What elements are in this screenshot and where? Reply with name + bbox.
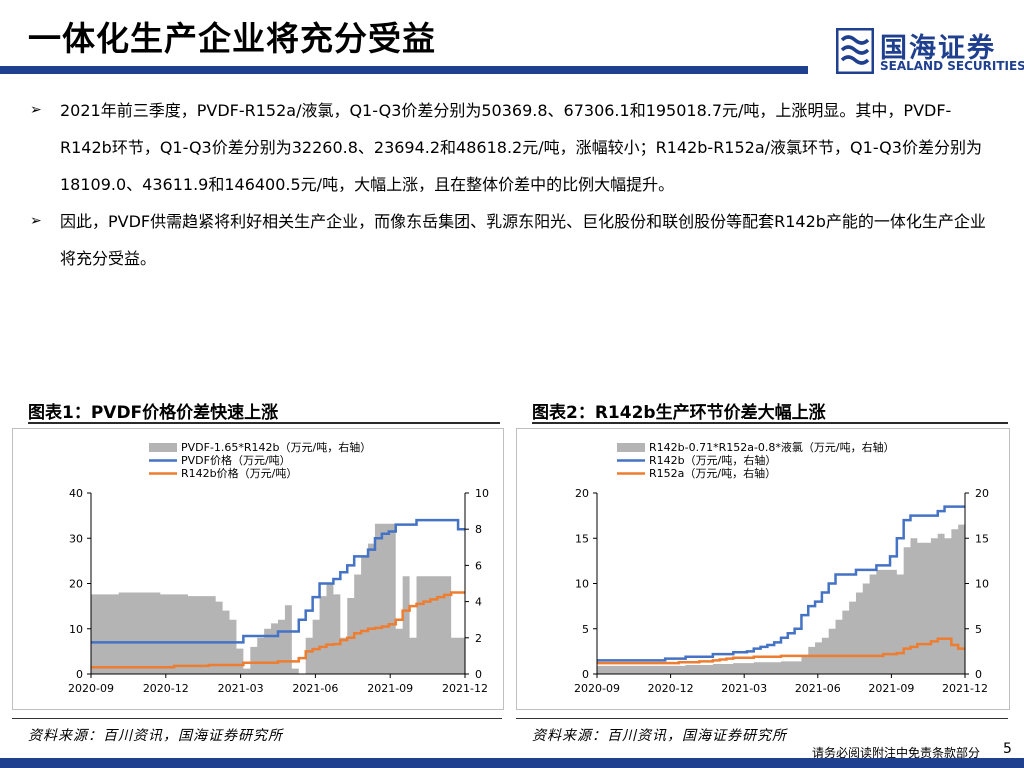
bullet-item: ➢ 2021年前三季度，PVDF-R152a/液氯，Q1-Q3价差分别为5036…: [30, 92, 990, 203]
x-tick-label: 2020-09: [574, 682, 620, 695]
chart2-svg: R142b-0.71*R152a-0.8*液氯（万元/吨，右轴）R142b（万元…: [574, 440, 989, 695]
x-tick-label: 2021-12: [442, 682, 488, 695]
chart2-container: R142b-0.71*R152a-0.8*液氯（万元/吨，右轴） R142b（万元…: [516, 428, 1010, 710]
chart2-source: 资料来源：百川资讯，国海证券研究所: [532, 728, 787, 744]
legend-label: R142b-0.71*R152a-0.8*液氯（万元/吨，右轴）: [649, 440, 895, 454]
disclaimer-text: 请务必阅读附注中免责条款部分: [812, 746, 981, 760]
y2-tick-label: 6: [475, 559, 482, 572]
chart1-source: 资料来源：百川资讯，国海证券研究所: [28, 728, 283, 744]
x-tick-label: 2021-06: [795, 682, 841, 695]
chart1-container: PVDF-1.65*R142b（万元/吨，右轴） PVDF价格（万元/吨） R142…: [12, 428, 504, 710]
y-tick-label: 40: [69, 487, 83, 500]
y2-tick-label: 15: [975, 532, 989, 545]
chart1-title-rule: [28, 422, 500, 424]
chart1-title: 图表1：PVDF价格价差快速上涨: [28, 403, 279, 423]
x-tick-label: 2021-03: [721, 682, 767, 695]
company-logo: 国海证券 SEALAND SECURITIES: [836, 26, 1024, 78]
x-tick-label: 2021-06: [292, 682, 338, 695]
chart2-series-area: [597, 524, 965, 674]
y-tick-label: 15: [575, 532, 589, 545]
chart1-series-line: [91, 591, 465, 669]
x-tick-label: 2021-09: [868, 682, 914, 695]
logo-chinese-name: 国海证券: [880, 33, 996, 64]
y-tick-label: 5: [582, 623, 589, 636]
y-tick-label: 30: [69, 532, 83, 545]
y2-tick-label: 10: [975, 578, 989, 591]
chart1-svg: PVDF-1.65*R142b（万元/吨，右轴）PVDF价格（万元/吨）R142…: [68, 440, 489, 695]
y-tick-label: 0: [582, 668, 589, 681]
chart1-series-line: [91, 518, 465, 644]
legend-label: R142b（万元/吨，右轴）: [649, 453, 776, 467]
y2-tick-label: 2: [475, 632, 482, 645]
logo-english-name: SEALAND SECURITIES: [880, 59, 1024, 73]
bullet-list: ➢ 2021年前三季度，PVDF-R152a/液氯，Q1-Q3价差分别为5036…: [30, 92, 990, 277]
bullet-item: ➢ 因此，PVDF供需趋紧将利好相关生产企业，而像东岳集团、乳源东阳光、巨化股份…: [30, 203, 990, 277]
legend-label: R142b价格（万元/吨）: [181, 466, 297, 480]
page-title: 一体化生产企业将充分受益: [28, 19, 436, 58]
y-tick-label: 20: [575, 487, 589, 500]
legend-label: PVDF价格（万元/吨）: [181, 453, 291, 467]
chart2-source-rule: [516, 718, 1008, 719]
chart2-series-line: [597, 637, 965, 665]
sealand-logo-icon: [836, 28, 874, 74]
chart1-source-rule: [12, 718, 502, 719]
chart1-series-area: [91, 523, 465, 674]
legend-label: PVDF-1.65*R142b（万元/吨，右轴）: [181, 440, 371, 454]
x-tick-label: 2021-09: [367, 682, 413, 695]
legend-swatch: [617, 443, 645, 452]
bullet-text: 因此，PVDF供需趋紧将利好相关生产企业，而像东岳集团、乳源东阳光、巨化股份和联…: [60, 212, 986, 268]
x-tick-label: 2020-12: [143, 682, 189, 695]
y2-tick-label: 5: [975, 623, 982, 636]
y-tick-label: 10: [69, 623, 83, 636]
y2-tick-label: 4: [475, 596, 482, 609]
y2-tick-label: 10: [475, 487, 489, 500]
y-tick-label: 0: [76, 668, 83, 681]
title-underline-bar: [0, 66, 808, 74]
x-tick-label: 2021-12: [942, 682, 988, 695]
y2-tick-label: 20: [975, 487, 989, 500]
y2-tick-label: 0: [475, 668, 482, 681]
y2-tick-label: 8: [475, 523, 482, 536]
x-tick-label: 2020-09: [68, 682, 114, 695]
x-tick-label: 2021-03: [218, 682, 264, 695]
chart2-title: 图表2：R142b生产环节价差大幅上涨: [532, 403, 826, 423]
bullet-text: 2021年前三季度，PVDF-R152a/液氯，Q1-Q3价差分别为50369.…: [60, 101, 982, 194]
chart2-title-rule: [532, 422, 1008, 424]
legend-label: R152a（万元/吨，右轴）: [649, 466, 776, 480]
bullet-arrow-icon: ➢: [30, 102, 42, 118]
x-tick-label: 2020-12: [648, 682, 694, 695]
y-tick-label: 10: [575, 578, 589, 591]
y-tick-label: 20: [69, 578, 83, 591]
footer-bar: [0, 758, 1024, 768]
y2-tick-label: 0: [975, 668, 982, 681]
chart2-series-line: [597, 505, 965, 662]
bullet-arrow-icon: ➢: [30, 213, 42, 229]
legend-swatch: [149, 443, 177, 452]
page-number: 5: [1003, 741, 1012, 757]
